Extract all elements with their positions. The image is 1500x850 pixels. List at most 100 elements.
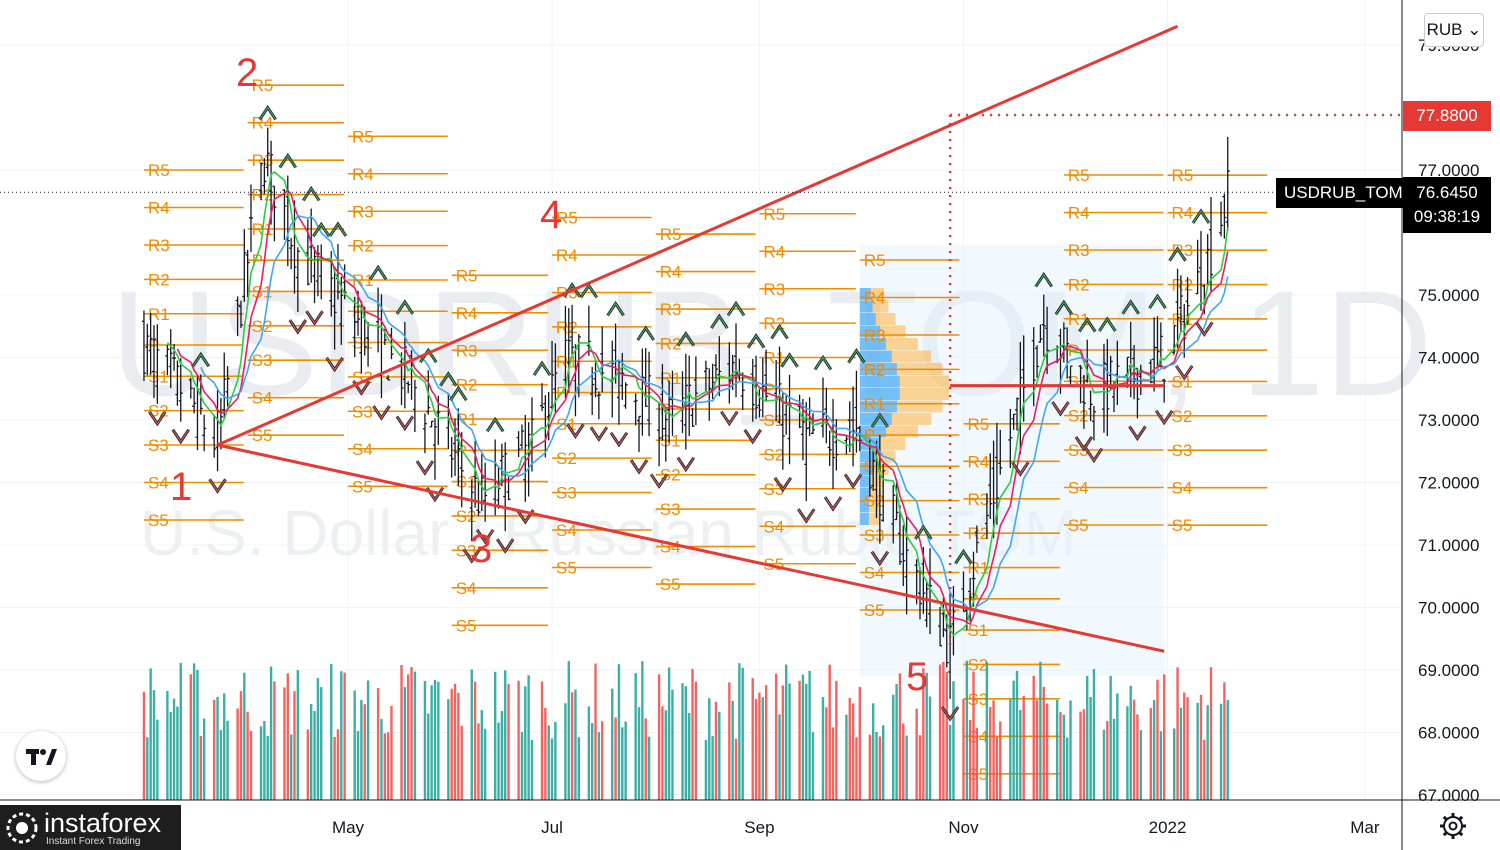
ohlc-bar xyxy=(690,408,695,427)
ohlc-bar xyxy=(188,377,193,399)
ohlc-bar xyxy=(429,420,434,428)
ohlc-bar xyxy=(449,436,454,478)
volume-bar xyxy=(1209,667,1213,800)
volume-bar xyxy=(1173,728,1176,800)
fractal-down-highlight xyxy=(610,432,628,446)
ohlc-bar xyxy=(570,304,575,355)
pivot-label: S3 xyxy=(352,402,373,421)
ohlc-bar xyxy=(994,422,999,525)
pivot-label: R3 xyxy=(352,202,374,221)
volume-profile-bar xyxy=(870,475,885,488)
volume-bar xyxy=(403,687,407,800)
volume-profile-bar xyxy=(875,313,896,325)
trend-lines[interactable] xyxy=(0,24,1402,653)
pivot-label: S5 xyxy=(864,601,885,620)
time-axis[interactable]: May Jul Sep Nov 2022 Mar xyxy=(332,818,1380,837)
volume-bar xyxy=(985,661,989,800)
volume-bar xyxy=(259,726,263,800)
volume-bar xyxy=(895,684,898,800)
ohlc-bar xyxy=(175,360,180,406)
volume-bar xyxy=(1102,729,1106,800)
pivot-label: R3 xyxy=(456,341,478,360)
volume-profile-bar xyxy=(859,313,876,325)
tradingview-logo[interactable] xyxy=(16,731,66,781)
pivot-label: R3 xyxy=(864,326,886,345)
ohlc-bar xyxy=(620,353,625,401)
price-axis[interactable]: 79.000077.000075.000074.000073.000072.00… xyxy=(1418,36,1479,805)
volume-bar xyxy=(306,729,310,800)
pivot-label: R3 xyxy=(1068,241,1090,260)
ohlc-bar xyxy=(687,355,692,437)
pivot-label: R4 xyxy=(456,304,478,323)
volume-profile-bar xyxy=(880,438,906,450)
volume-bar xyxy=(433,679,437,800)
ohlc-bar xyxy=(663,410,668,462)
price-tick-label: 74.0000 xyxy=(1418,349,1479,368)
volume-bar xyxy=(637,707,641,800)
volume-bar xyxy=(179,662,182,800)
ohlc-bar xyxy=(516,431,521,458)
volume-bar xyxy=(617,664,621,800)
instaforex-brand[interactable]: instaforex Instant Forex Trading xyxy=(0,805,181,850)
ohlc-bar xyxy=(637,415,642,452)
ohlc-bar xyxy=(305,219,310,286)
volume-bar xyxy=(764,685,768,800)
volume-bar xyxy=(447,699,450,800)
ohlc-bar xyxy=(1101,343,1106,433)
volume-bar xyxy=(781,685,785,800)
ohlc-bar xyxy=(1205,234,1210,285)
fractal-down-marker xyxy=(415,460,435,476)
fractal-down-highlight xyxy=(463,548,481,562)
volume-profile-bar xyxy=(859,450,876,463)
fractal-down-highlight xyxy=(844,474,862,488)
fractal-down-highlight xyxy=(1075,436,1093,450)
volume-bar xyxy=(567,661,570,800)
volume-bar xyxy=(851,703,855,800)
volume-bar xyxy=(196,669,199,800)
gear-icon[interactable] xyxy=(1438,811,1468,841)
volume-bar xyxy=(694,681,698,800)
trend-line[interactable] xyxy=(217,443,1165,653)
currency-dropdown[interactable]: RUB ⌄ xyxy=(1424,13,1484,47)
volume-bar xyxy=(517,680,520,800)
volume-bar xyxy=(687,712,691,800)
ohlc-bar xyxy=(399,352,404,406)
fractal-up-highlight xyxy=(439,372,457,387)
trend-line[interactable] xyxy=(216,24,1179,447)
fractal-up-highlight xyxy=(192,353,210,367)
ohlc-bar xyxy=(1219,201,1224,237)
volume-bar xyxy=(1032,675,1035,800)
pivot-label: R4 xyxy=(1172,204,1194,223)
volume-bar xyxy=(380,718,383,800)
volume-profile-bar xyxy=(885,338,919,350)
volume-bar xyxy=(1106,721,1109,800)
ohlc-bar xyxy=(550,340,555,410)
volume-bar xyxy=(202,718,206,800)
ohlc-bar xyxy=(938,606,943,647)
ohlc-bar xyxy=(259,162,264,200)
pivot-label: R5 xyxy=(763,205,785,224)
ohlc-bar xyxy=(961,571,966,613)
fractal-up-highlight xyxy=(814,356,832,370)
volume-bar xyxy=(152,690,156,800)
volume-bar xyxy=(544,707,547,800)
ohlc-bar xyxy=(593,360,598,398)
pivot-label: R4 xyxy=(1068,204,1090,223)
volume-bar xyxy=(1035,700,1039,800)
price-tick-label: 70.0000 xyxy=(1418,599,1479,618)
pivot-label: S5 xyxy=(660,575,681,594)
fractal-up-highlight xyxy=(1149,295,1166,309)
fractal-down-marker xyxy=(171,428,190,445)
volume-bar xyxy=(156,719,159,800)
volume-bar xyxy=(882,725,885,800)
wave-label-4: 4 xyxy=(540,193,562,237)
volume-bar xyxy=(527,675,530,800)
volume-bar xyxy=(520,732,524,800)
ohlc-bar xyxy=(851,386,856,467)
pivot-label: R5 xyxy=(1068,166,1090,185)
fractal-up-highlight xyxy=(329,223,347,237)
ohlc-bar xyxy=(1225,136,1230,232)
ohlc-bar xyxy=(1021,335,1026,422)
volume-bar xyxy=(942,661,945,800)
